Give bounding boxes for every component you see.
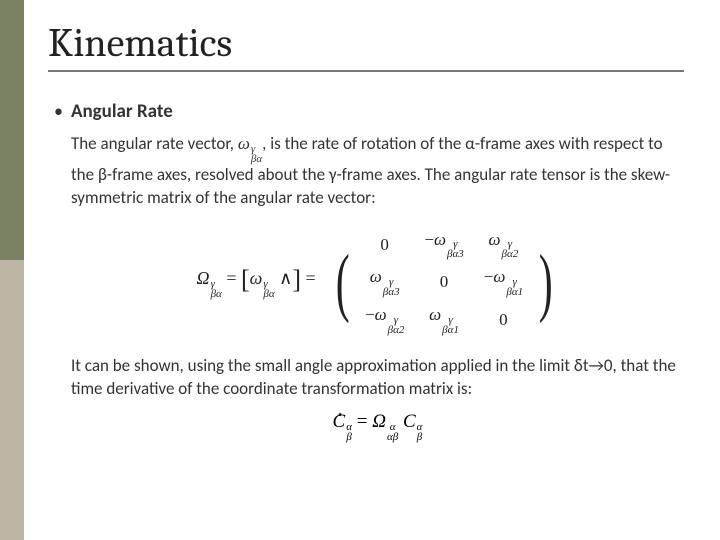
accent-sidebar: [0, 0, 24, 540]
matrix-cell: −ωγβα2: [355, 301, 414, 339]
matrix-cell: ωγβα1: [414, 301, 473, 339]
matrix-cell: ωγβα3: [355, 263, 414, 301]
bullet-icon: •: [54, 100, 63, 122]
paren-right-icon: ): [539, 244, 553, 320]
accent-sidebar-bottom: [0, 260, 24, 540]
matrix-cell: ωγβα2: [474, 226, 533, 264]
derivative-equation: Cαβ = Ωααβ Cαβ: [71, 411, 684, 442]
matrix: ( 0 −ωγβα3 ωγβα2 ωγβα3 0 −ωγβα1: [330, 226, 559, 339]
eq-lhs: Ωγβα = [ωγβα ∧] =: [197, 265, 316, 299]
page-title: Kinematics: [48, 20, 684, 72]
section-heading: Angular Rate: [71, 100, 684, 123]
slide: Kinematics • Angular Rate The angular ra…: [0, 0, 720, 540]
section-heading-row: • Angular Rate The angular rate vector, …: [54, 100, 684, 442]
omega-vector-symbol: ωγβα: [238, 134, 262, 153]
paren-left-icon: (: [335, 244, 349, 320]
matrix-row: ωγβα3 0 −ωγβα1: [355, 263, 533, 301]
tensor-equation: Ωγβα = [ωγβα ∧] = ( 0 −ωγβα3 ωγβα2: [71, 226, 684, 339]
accent-sidebar-top: [0, 0, 24, 260]
matrix-cell: −ωγβα3: [414, 226, 473, 264]
matrix-cell: −ωγβα1: [474, 263, 533, 301]
matrix-row: −ωγβα2 ωγβα1 0: [355, 301, 533, 339]
mid-paragraph: It can be shown, using the small angle a…: [71, 355, 684, 401]
skew-matrix: 0 −ωγβα3 ωγβα2 ωγβα3 0 −ωγβα1 −ωγβα2: [355, 226, 533, 339]
matrix-cell: 0: [355, 226, 414, 264]
intro-paragraph: The angular rate vector, ωγβα, is the ra…: [71, 133, 684, 210]
matrix-row: 0 −ωγβα3 ωγβα2: [355, 226, 533, 264]
content-area: Kinematics • Angular Rate The angular ra…: [24, 0, 720, 540]
matrix-cell: 0: [474, 301, 533, 339]
matrix-cell: 0: [414, 263, 473, 301]
intro-pre: The angular rate vector,: [71, 133, 238, 154]
